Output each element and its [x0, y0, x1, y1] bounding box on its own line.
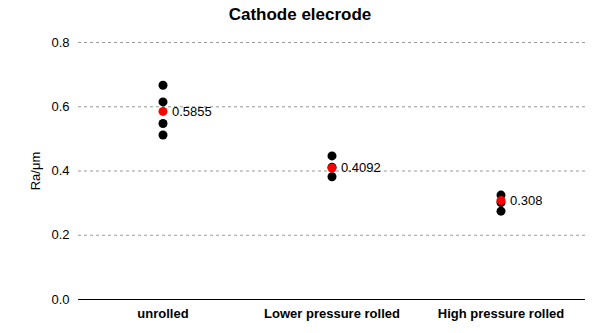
svg-text:0.6: 0.6	[51, 99, 69, 114]
svg-text:0.8: 0.8	[51, 35, 69, 50]
html-text:Cathode elecrode: Cathode elecrode	[228, 5, 372, 24]
svg-text:0.4: 0.4	[51, 163, 69, 178]
svg-text:0.4092: 0.4092	[341, 160, 381, 175]
svg-text:unrolled: unrolled	[137, 306, 188, 321]
svg-text:High pressure rolled: High pressure rolled	[438, 306, 564, 321]
svg-text:0.5855: 0.5855	[172, 104, 212, 119]
svg-text:Lower pressure rolled: Lower pressure rolled	[264, 306, 400, 321]
svg-text:0.308: 0.308	[510, 193, 543, 208]
svg-text:Ra/μm: Ra/μm	[28, 152, 43, 191]
svg-text:0.0: 0.0	[51, 292, 69, 307]
svg-text:0.2: 0.2	[51, 227, 69, 242]
